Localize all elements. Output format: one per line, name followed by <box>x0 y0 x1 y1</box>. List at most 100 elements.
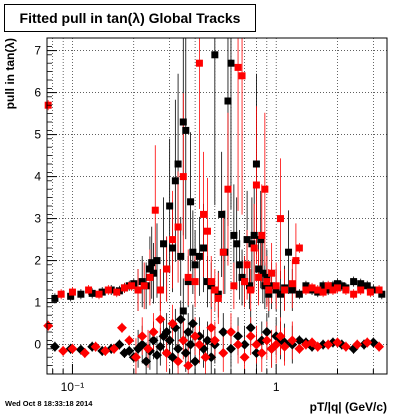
y-tick-label: 7 <box>34 44 41 58</box>
data-point <box>332 337 343 348</box>
data-point <box>88 289 96 297</box>
data-point <box>203 227 211 235</box>
data-point <box>319 282 327 290</box>
data-point <box>169 244 177 252</box>
data-point <box>143 343 153 354</box>
data-point <box>211 51 219 59</box>
data-point <box>156 286 164 294</box>
data-point <box>187 318 198 329</box>
data-point <box>302 286 310 294</box>
data-point <box>155 341 166 352</box>
data-point <box>350 278 358 286</box>
data-point <box>248 240 256 248</box>
data-point <box>137 331 148 342</box>
data-point <box>233 339 244 350</box>
data-point <box>324 282 332 290</box>
data-point <box>224 97 232 105</box>
data-point <box>235 261 243 269</box>
data-point <box>250 244 258 252</box>
data-point <box>342 286 350 294</box>
data-point <box>202 335 213 346</box>
x-axis-label: pT/|q| (GeV/c) <box>310 400 387 414</box>
data-point <box>323 339 334 350</box>
data-point <box>272 286 280 294</box>
data-point <box>191 261 199 269</box>
data-point <box>263 278 271 286</box>
data-point <box>148 259 156 267</box>
data-point <box>333 280 341 288</box>
data-point <box>200 352 211 363</box>
data-point <box>230 231 238 239</box>
data-point <box>206 352 217 363</box>
data-point <box>366 288 374 296</box>
data-point <box>255 273 263 281</box>
data-point <box>350 290 358 298</box>
data-point <box>148 327 159 337</box>
data-point <box>179 173 187 181</box>
data-point <box>218 327 229 337</box>
data-point <box>218 348 229 358</box>
data-point <box>140 282 148 290</box>
data-point <box>276 215 284 223</box>
data-point <box>183 327 194 337</box>
data-point <box>138 278 146 286</box>
data-point <box>329 282 337 290</box>
data-point <box>134 286 142 294</box>
data-point <box>209 335 220 346</box>
data-point <box>200 210 208 218</box>
data-point <box>257 236 265 244</box>
data-point <box>187 198 195 206</box>
data-point <box>378 290 386 298</box>
data-point <box>180 348 191 358</box>
data-point <box>261 335 272 346</box>
data-point <box>104 286 112 294</box>
data-point <box>307 337 317 348</box>
data-point <box>243 236 251 244</box>
data-point <box>195 59 203 67</box>
data-point <box>247 286 255 294</box>
data-point <box>363 282 371 290</box>
data-point <box>151 206 159 214</box>
y-axis-ticks: 0 1 2 3 4 5 6 7 <box>34 37 57 375</box>
chart-title: Fitted pull in tan(λ) Global Tracks <box>4 4 256 32</box>
data-point <box>161 327 172 337</box>
data-point <box>226 327 236 337</box>
data-point <box>166 202 174 210</box>
data-point <box>95 290 103 298</box>
data-point <box>161 348 172 358</box>
data-point <box>203 278 211 286</box>
data-point <box>152 350 162 361</box>
data-point <box>190 356 201 367</box>
data-point <box>200 244 208 252</box>
data-point <box>178 335 189 346</box>
data-point <box>227 59 235 67</box>
data-point <box>329 286 337 294</box>
data-point <box>251 348 262 358</box>
data-point <box>171 177 179 185</box>
data-point <box>128 282 136 290</box>
data-point <box>319 288 327 296</box>
data-point <box>238 72 246 80</box>
data-point <box>184 273 192 281</box>
data-point <box>226 343 236 354</box>
data-point <box>239 339 250 350</box>
data-point <box>190 331 201 342</box>
data-point <box>275 331 286 342</box>
data-point <box>184 278 192 286</box>
y-tick-label: 0 <box>34 338 41 352</box>
data-point <box>120 284 128 292</box>
data-point <box>233 240 241 248</box>
data-point <box>233 331 244 342</box>
data-point <box>182 126 190 134</box>
data-point <box>251 339 262 350</box>
data-point <box>281 286 289 294</box>
data-point <box>259 269 267 277</box>
data-point <box>374 341 385 352</box>
data-point <box>268 282 276 290</box>
x-tick-label: 10⁻¹ <box>61 380 85 394</box>
data-point <box>173 356 184 367</box>
data-point <box>245 322 256 333</box>
data-point <box>295 244 303 252</box>
data-point <box>375 286 383 294</box>
